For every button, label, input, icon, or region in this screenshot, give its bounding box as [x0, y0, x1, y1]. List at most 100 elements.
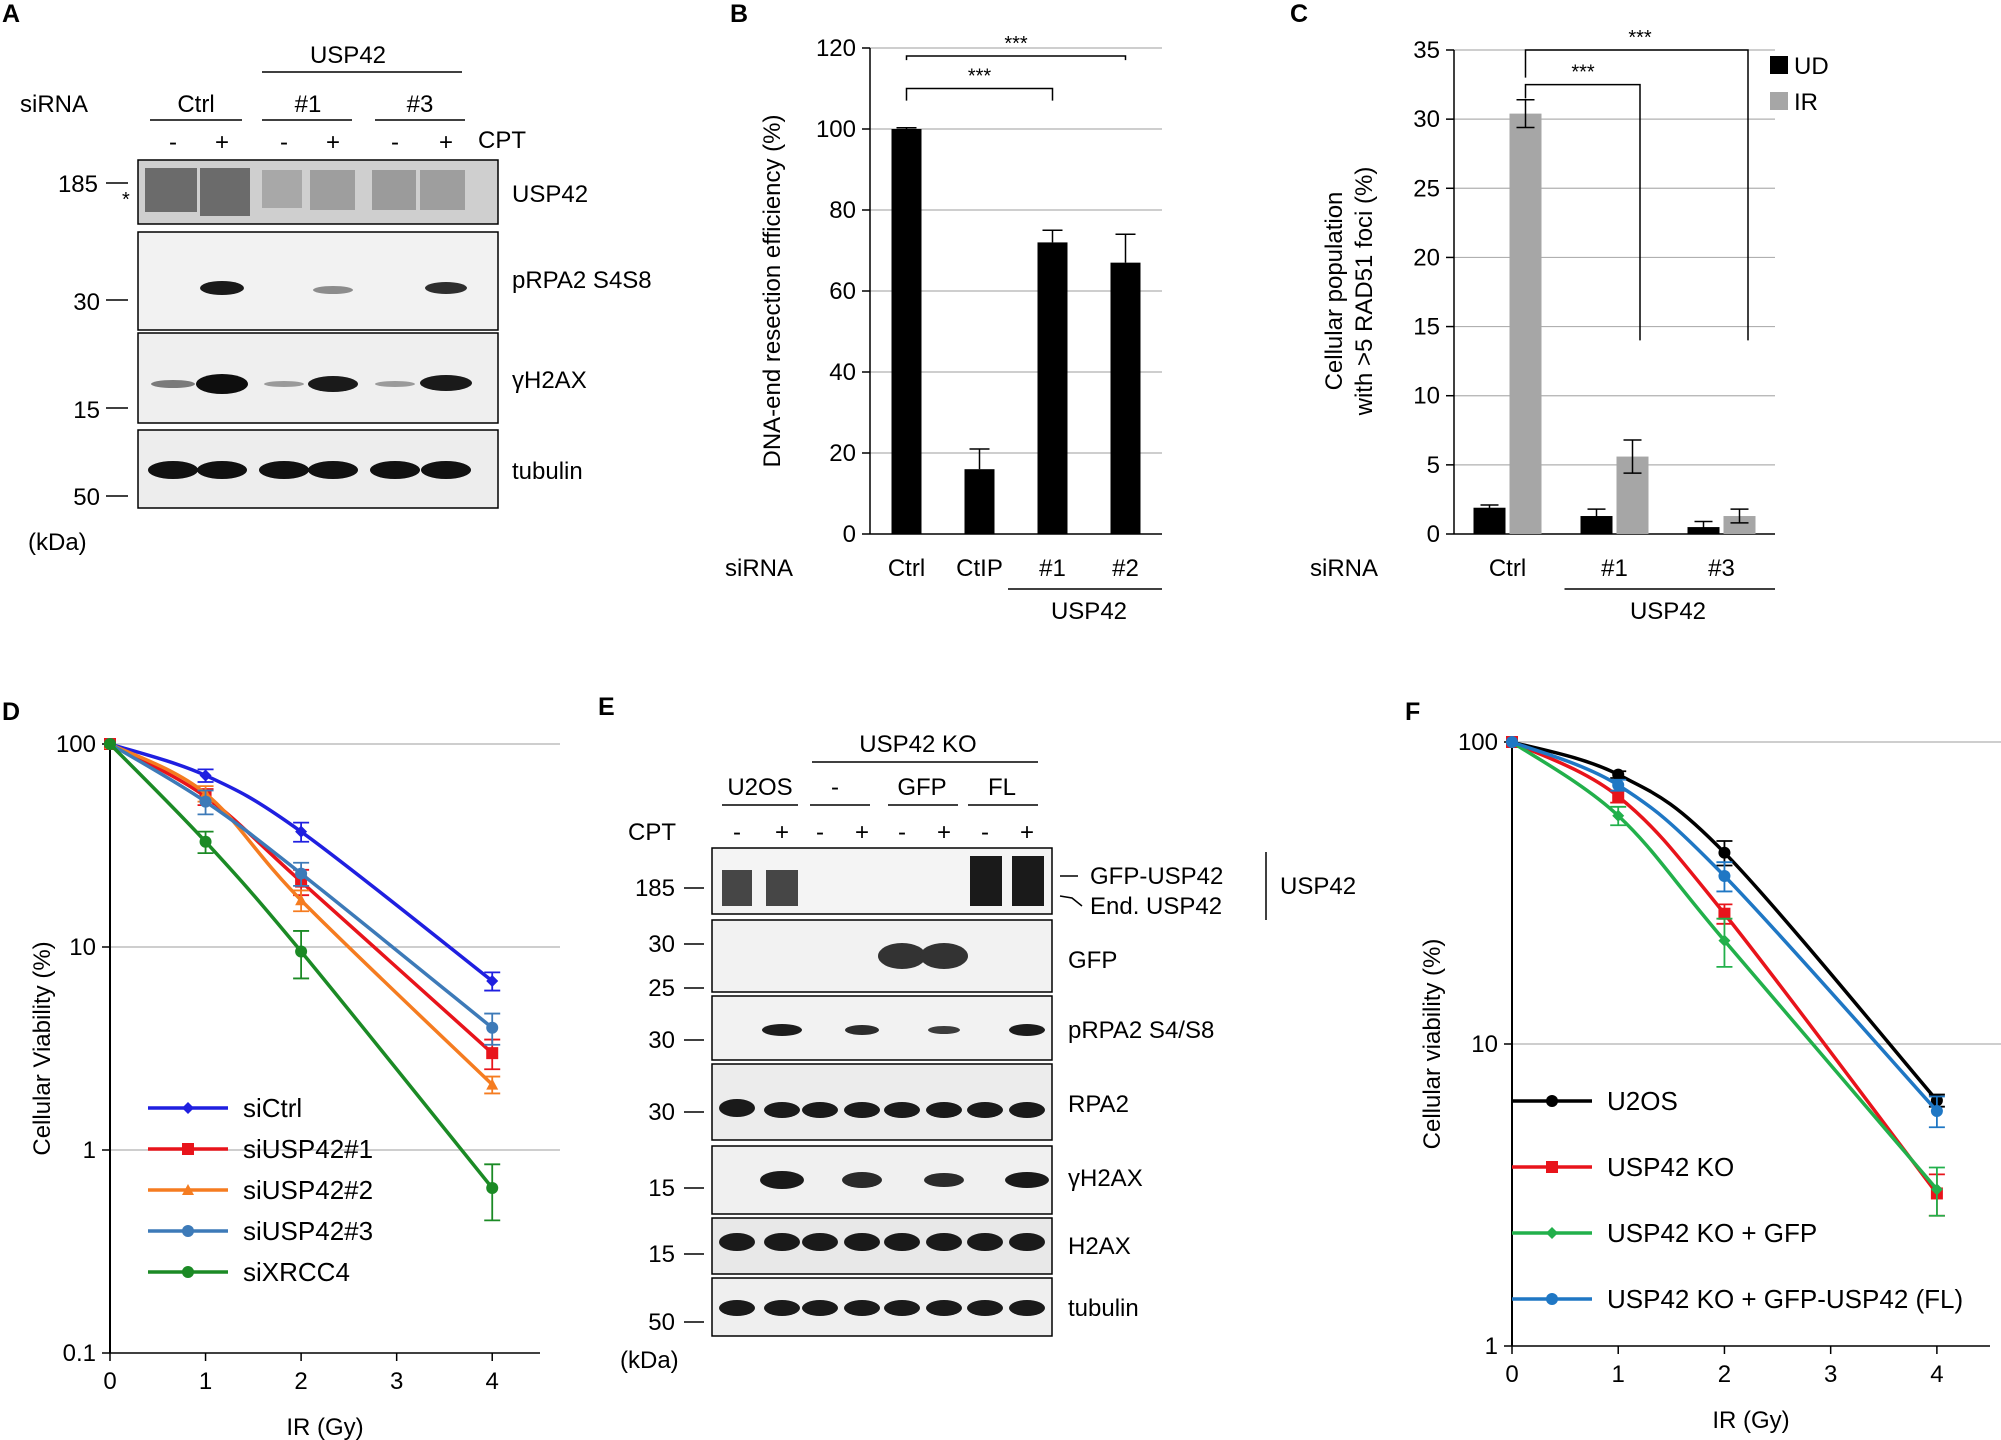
x-tick-label: 4	[486, 1368, 499, 1395]
y-axis-label: Cellular Viability (%)	[29, 941, 56, 1155]
panel-a-group-3: #3	[407, 91, 434, 118]
significance-bracket	[1524, 83, 1641, 341]
y-tick-label: 1	[1485, 1333, 1498, 1360]
panel-e-lane-mark: +	[937, 819, 951, 846]
legend-label: siUSP42#2	[243, 1175, 373, 1205]
y-tick-label: 100	[1458, 729, 1498, 756]
panel-a-cpt-label: CPT	[478, 127, 526, 154]
data-point	[295, 894, 308, 906]
y-axis-label: with >5 RAD51 foci (%)	[1351, 167, 1378, 417]
data-point	[486, 975, 499, 988]
legend-marker	[182, 1225, 194, 1237]
legend-swatch	[1770, 56, 1788, 74]
x-axis-label: IR (Gy)	[286, 1414, 363, 1440]
series-line	[109, 742, 494, 1055]
panel-c-letter: C	[1290, 0, 1308, 28]
y-tick-label: 10	[1413, 383, 1440, 410]
y-tick-label: 1	[83, 1137, 96, 1164]
panel-a-lane-mark: +	[326, 129, 340, 156]
series-line	[109, 742, 494, 1086]
legend-marker	[1546, 1095, 1558, 1107]
data-point	[1718, 869, 1731, 882]
data-point	[199, 835, 212, 848]
data-point	[1930, 1104, 1943, 1117]
y-tick-label: 80	[829, 197, 856, 224]
data-point	[1718, 934, 1731, 947]
series-line	[1511, 740, 1939, 1191]
data-point	[1930, 1183, 1943, 1196]
bar	[891, 129, 922, 534]
panel-e-cpt-label: CPT	[628, 819, 676, 846]
legend-marker	[182, 1102, 194, 1114]
panel-e-letter: E	[598, 693, 615, 721]
mw-marker: 30	[648, 931, 675, 958]
x-tick-label: Ctrl	[1489, 555, 1526, 582]
legend-marker	[1546, 1293, 1558, 1305]
y-tick-label: 25	[1413, 175, 1440, 202]
band-label-end-usp42: End. USP42	[1090, 893, 1222, 920]
x-tick-label: 2	[294, 1368, 307, 1395]
panel-e-lane-mark: +	[1020, 819, 1034, 846]
panel-a-lane-mark: -	[391, 129, 399, 156]
panel-a-lane-mark: +	[439, 129, 453, 156]
mw-marker: 15	[73, 397, 100, 424]
blot-e-rpa2	[711, 1063, 1053, 1141]
panel-b: B 0 20 40 60 80 100 120 Ctrl CtIP #1 #2 siRNA USP42 D…	[725, 0, 1162, 625]
data-point	[295, 945, 308, 958]
band-label-gfp-usp42: GFP-USP42	[1090, 863, 1223, 890]
x-tick-label: Ctrl	[888, 555, 925, 582]
y-tick-label: 0	[843, 521, 856, 548]
y-tick-label: 10	[1471, 1031, 1498, 1058]
x-tick-label: #3	[1708, 555, 1735, 582]
panel-d-letter: D	[2, 698, 20, 726]
data-point	[295, 825, 308, 838]
y-tick-label: 60	[829, 278, 856, 305]
legend-swatch	[1770, 92, 1788, 110]
legend-marker	[182, 1143, 194, 1155]
blot-label-prpa2: pRPA2 S4S8	[512, 267, 652, 294]
series-line	[1511, 740, 1939, 1113]
data-point	[486, 1047, 499, 1060]
mw-marker: 30	[648, 1027, 675, 1054]
series-line	[1511, 740, 1939, 1195]
group-label: USP42	[1630, 598, 1706, 625]
y-axis-label: Cellular population	[1321, 192, 1348, 391]
panel-e-lane-mark: -	[898, 819, 906, 846]
data-point	[1718, 846, 1731, 859]
panel-a-lane-mark: -	[280, 129, 288, 156]
panel-a-group-ctrl: Ctrl	[177, 91, 214, 118]
series-line	[108, 742, 494, 1190]
panel-e-group-gfp: GFP	[897, 774, 946, 801]
significance-bracket	[905, 55, 1127, 61]
x-tick-label: #1	[1601, 555, 1628, 582]
blot-e-prpa2	[711, 995, 1053, 1061]
x-tick-label: #2	[1112, 555, 1139, 582]
panel-c: C 0 5 10 15 20 25 30 35 Ctrl #1 #3 siRNA USP42 Cellul…	[1290, 0, 1829, 625]
blot-e-label-prpa2: pRPA2 S4/S8	[1068, 1017, 1214, 1044]
mw-marker: 185	[635, 875, 675, 902]
legend-label: siCtrl	[243, 1093, 302, 1123]
panel-a: A siRNA USP42 Ctrl #1 #3 CPT - + - + - +	[2, 0, 652, 556]
legend-label: siUSP42#1	[243, 1134, 373, 1164]
legend-label: USP42 KO + GFP-USP42 (FL)	[1607, 1284, 1963, 1314]
panel-a-group-label: USP42	[310, 42, 386, 69]
data-point	[1612, 779, 1625, 792]
significance-label: ***	[968, 66, 992, 88]
panel-a-sirna-label: siRNA	[20, 91, 88, 118]
x-tick-label: 1	[1612, 1361, 1625, 1388]
panel-e-lane-mark: -	[733, 819, 741, 846]
blot-e-label-h2ax: H2AX	[1068, 1233, 1131, 1260]
bar	[1110, 262, 1141, 534]
data-point	[104, 738, 116, 750]
x-tick-label: CtIP	[956, 555, 1003, 582]
legend-marker	[182, 1184, 194, 1195]
series-line	[1511, 740, 1939, 1102]
panel-e-unit: (kDa)	[620, 1347, 679, 1374]
x-tick-label: 1	[199, 1368, 212, 1395]
x-axis-label: siRNA	[725, 555, 793, 582]
y-tick-label: 10	[69, 934, 96, 961]
panel-b-letter: B	[730, 0, 748, 28]
mw-marker: 185	[58, 171, 98, 198]
bar-ud	[1473, 507, 1506, 534]
